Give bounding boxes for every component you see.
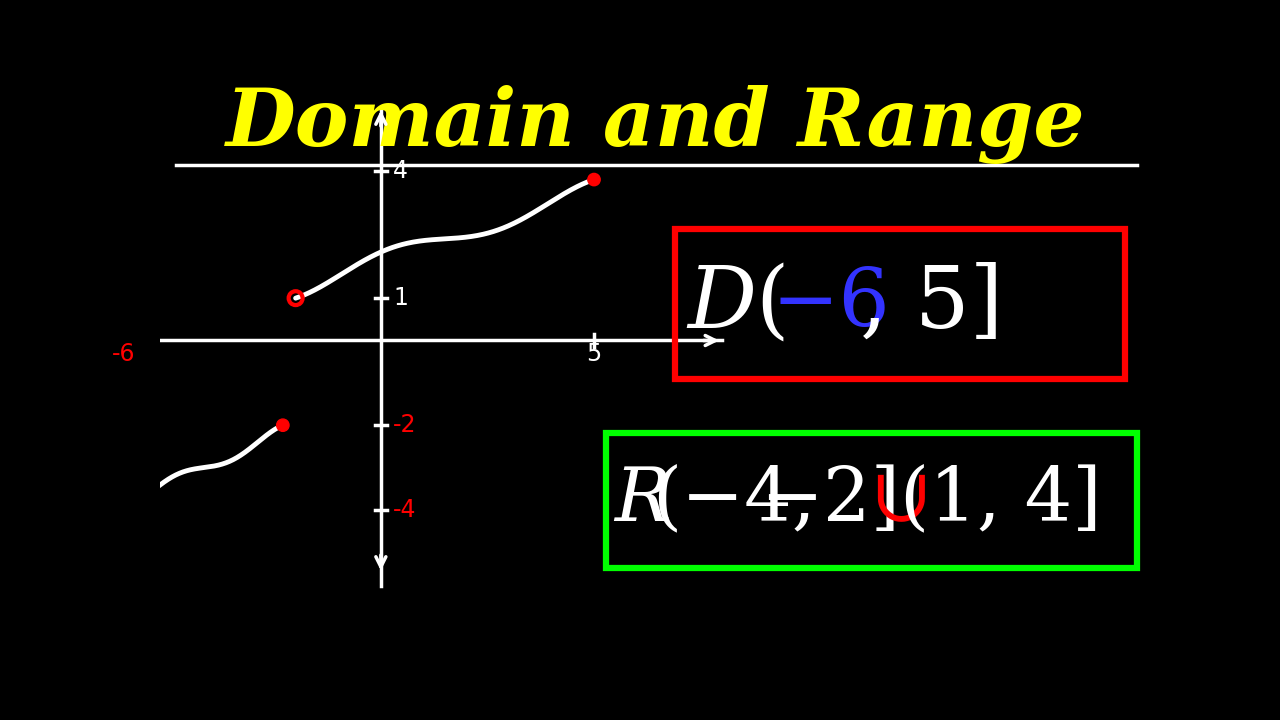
Text: 4: 4	[393, 159, 408, 183]
Text: 5: 5	[586, 341, 602, 366]
Text: −6: −6	[771, 265, 890, 343]
Bar	[676, 229, 1125, 379]
Text: -4: -4	[393, 498, 417, 522]
Text: Domain and Range: Domain and Range	[227, 86, 1085, 164]
Text: D: D	[687, 263, 756, 346]
Circle shape	[588, 174, 600, 186]
Text: 1: 1	[393, 286, 408, 310]
Text: (: (	[755, 262, 788, 346]
Text: R: R	[614, 464, 671, 536]
Text: , 5]: , 5]	[860, 262, 1002, 346]
Circle shape	[276, 419, 289, 431]
Text: −2]: −2]	[760, 464, 900, 537]
Text: -2: -2	[393, 413, 417, 437]
Text: (−4,: (−4,	[652, 464, 815, 537]
Text: -6: -6	[111, 341, 136, 366]
Bar	[605, 433, 1137, 567]
Text: ∪: ∪	[869, 464, 932, 537]
Text: (1, 4]: (1, 4]	[900, 464, 1102, 537]
